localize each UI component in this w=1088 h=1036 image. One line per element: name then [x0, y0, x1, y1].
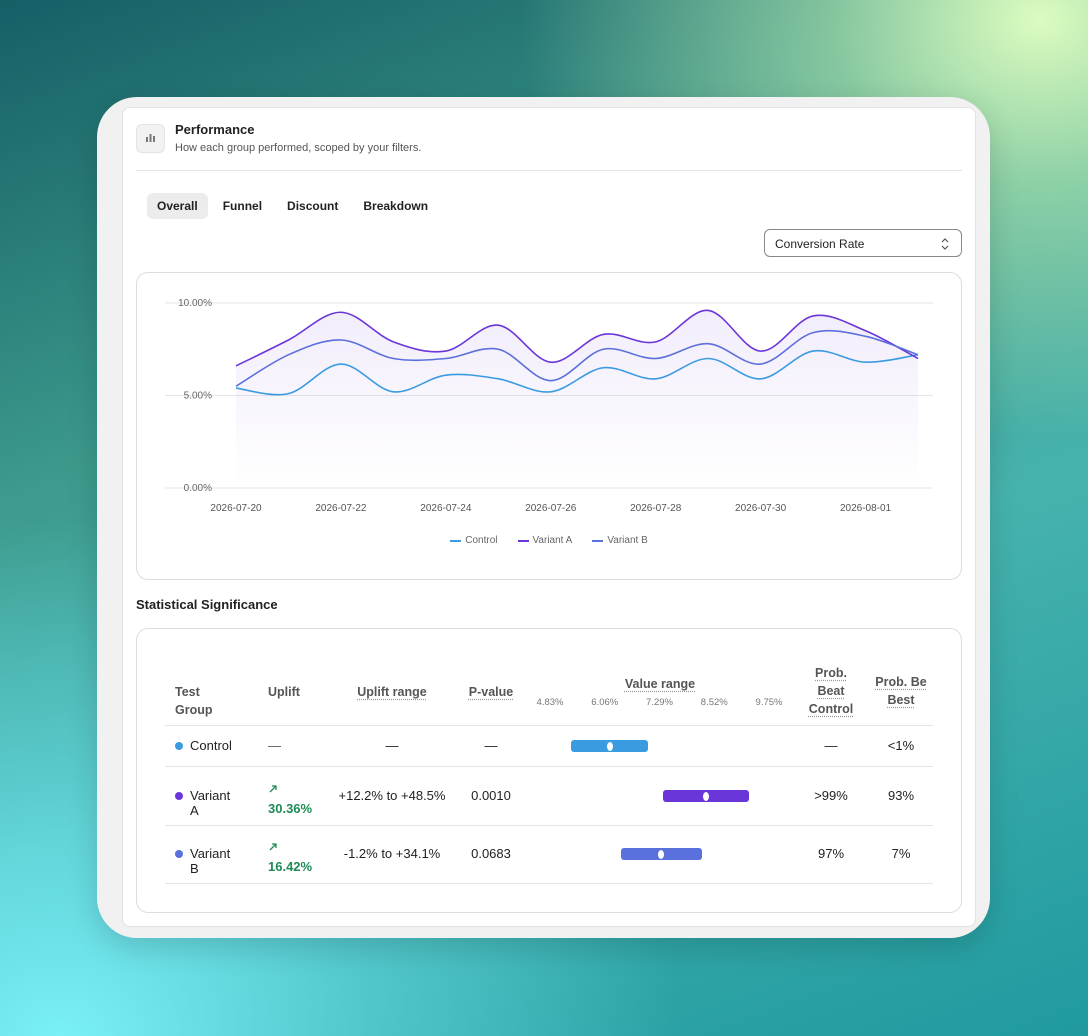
title: Performance	[175, 122, 255, 137]
group-name: Variant B	[190, 846, 231, 876]
subtitle: How each group performed, scoped by your…	[175, 142, 422, 154]
icon	[136, 124, 165, 153]
range-point	[702, 791, 709, 801]
row-divider	[165, 725, 933, 726]
legend: Control Variant A Variant B	[136, 535, 962, 546]
uplift-range: -1.2% to +34.1%	[343, 846, 441, 861]
column-header: Test Group	[175, 685, 213, 717]
group-dot	[175, 850, 183, 858]
group-dot	[175, 742, 183, 750]
p-value: 0.0683	[471, 846, 511, 861]
range-tick-label: 9.75%	[755, 697, 783, 708]
card	[122, 107, 976, 927]
x-tick-label: 2026-07-24	[420, 503, 472, 514]
prob-beat-control: >99%	[814, 788, 848, 803]
uplift: 30.36%	[268, 781, 312, 816]
range-point	[607, 741, 614, 751]
column-header: Uplift	[268, 685, 300, 699]
x-tick-label: 2026-07-22	[315, 503, 367, 514]
column-header: Prob. Beat Control	[808, 666, 854, 716]
legend-item: Variant B	[592, 535, 648, 546]
row-divider	[165, 883, 933, 884]
tab[interactable]: Funnel	[222, 199, 263, 213]
divider	[136, 170, 962, 171]
p-value: 0.0010	[471, 788, 511, 803]
chevron	[941, 238, 949, 250]
y-tick-label: 5.00%	[184, 391, 212, 402]
y-tick-label: 0.00%	[184, 483, 212, 494]
trend-icon	[269, 843, 277, 851]
arrow	[269, 785, 277, 793]
chart: 0.00% 5.00% 10.00% 2026-07-20 2026-07-22 2026…	[165, 298, 933, 514]
legend-item: Variant A	[517, 535, 573, 546]
tabs: Overall Funnel Discount Breakdown	[147, 193, 438, 219]
trend-icon	[269, 785, 277, 793]
prob-beat-control: 97%	[817, 846, 845, 861]
x-tick-label: 2026-07-20	[210, 503, 262, 514]
uplift-value: 16.42%	[268, 859, 313, 874]
column-header: Uplift range	[357, 685, 427, 699]
y-tick-label: 10.00%	[178, 298, 212, 309]
prob-best: 7%	[891, 846, 911, 861]
tab[interactable]: Breakdown	[363, 199, 429, 213]
uplift-range: —	[385, 738, 399, 753]
range-tick-label: 6.06%	[591, 697, 619, 708]
area	[236, 310, 918, 488]
column-header: P-value	[468, 685, 514, 699]
legend-swatch	[592, 539, 604, 542]
group-name: Control	[190, 738, 232, 753]
arrow	[269, 843, 277, 851]
column-header: Value range	[624, 677, 696, 691]
legend-label: Control	[465, 535, 498, 546]
section-title: Statistical Significance	[136, 597, 278, 612]
uplift-range: +12.2% to +48.5%	[338, 788, 446, 803]
uplift-value: 30.36%	[268, 801, 313, 816]
row-divider	[165, 766, 933, 767]
group-name: Variant A	[190, 788, 231, 818]
legend-label: Variant B	[607, 535, 648, 546]
x-tick-label: 2026-07-28	[630, 503, 682, 514]
range-tick-label: 8.52%	[700, 697, 728, 708]
uplift: 16.42%	[268, 839, 312, 874]
prob-best: <1%	[887, 738, 915, 753]
metric-select[interactable]: Conversion Rate	[764, 229, 962, 257]
line	[235, 329, 919, 387]
group-dot	[175, 792, 183, 800]
row-divider	[165, 825, 933, 826]
legend-swatch	[517, 539, 529, 542]
line	[235, 349, 919, 396]
select-value: Conversion Rate	[775, 237, 865, 251]
tab[interactable]: Overall	[147, 193, 208, 219]
legend-item: Control	[450, 535, 498, 546]
legend-swatch	[450, 539, 462, 542]
tab[interactable]: Discount	[287, 199, 339, 213]
uplift: —	[268, 738, 281, 753]
range-tick-label: 4.83%	[536, 697, 564, 708]
p-value: —	[484, 738, 498, 753]
bar-icon	[146, 134, 155, 142]
line	[235, 309, 919, 367]
x-tick-label: 2026-07-26	[525, 503, 577, 514]
x-tick-label: 2026-08-01	[840, 503, 892, 514]
column-header: Prob. Be Best	[875, 675, 927, 707]
range-tick-label: 7.29%	[646, 697, 673, 708]
prob-best: 93%	[887, 788, 915, 803]
x-tick-label: 2026-07-30	[735, 503, 787, 514]
prob-beat-control: —	[824, 738, 838, 753]
range-point	[657, 849, 664, 859]
table-card	[136, 628, 962, 913]
chart-card	[136, 272, 962, 580]
legend-label: Variant A	[532, 535, 573, 546]
